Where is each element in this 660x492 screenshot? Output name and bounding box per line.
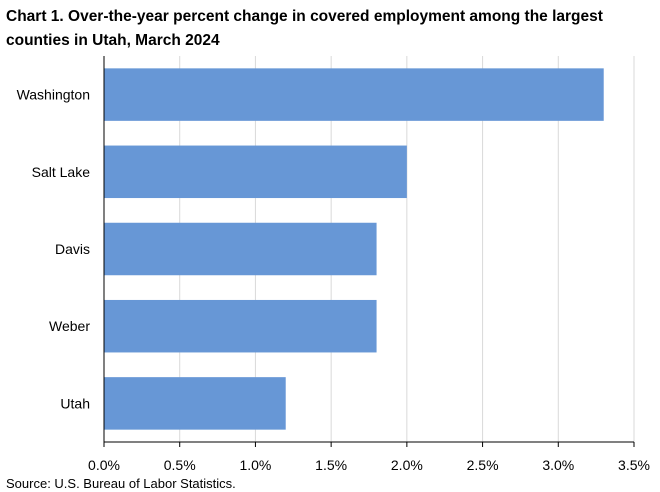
x-tick-label-4: 2.0% xyxy=(391,457,423,473)
x-tick-label-1: 0.5% xyxy=(164,457,196,473)
bar-weber xyxy=(104,299,377,353)
bar-utah xyxy=(104,377,286,430)
bars xyxy=(104,68,604,430)
category-label-salt-lake: Salt Lake xyxy=(32,164,91,180)
x-tick-label-2: 1.0% xyxy=(239,457,271,473)
chart-title: Chart 1. Over-the-year percent change in… xyxy=(6,8,603,49)
x-tick-label-5: 2.5% xyxy=(467,457,499,473)
axes xyxy=(103,56,635,447)
category-label-utah: Utah xyxy=(60,395,90,411)
x-tick-label-3: 1.5% xyxy=(315,457,347,473)
x-tick-label-6: 3.0% xyxy=(542,457,574,473)
x-tick-label-7: 3.5% xyxy=(618,457,650,473)
category-label-davis: Davis xyxy=(55,241,90,257)
bar-davis xyxy=(104,222,377,276)
bar-washington xyxy=(104,68,604,121)
x-tick-label-0: 0.0% xyxy=(88,457,120,473)
category-label-weber: Weber xyxy=(49,318,90,334)
category-label-washington: Washington xyxy=(17,87,90,103)
x-tick-labels: 0.0% 0.5% 1.0% 1.5% 2.0% 2.5% 3.0% 3.5% xyxy=(88,457,650,473)
category-labels: Washington Salt Lake Davis Weber Utah xyxy=(17,87,91,412)
bar-salt-lake xyxy=(104,145,407,199)
source-note: Source: U.S. Bureau of Labor Statistics. xyxy=(6,476,236,491)
